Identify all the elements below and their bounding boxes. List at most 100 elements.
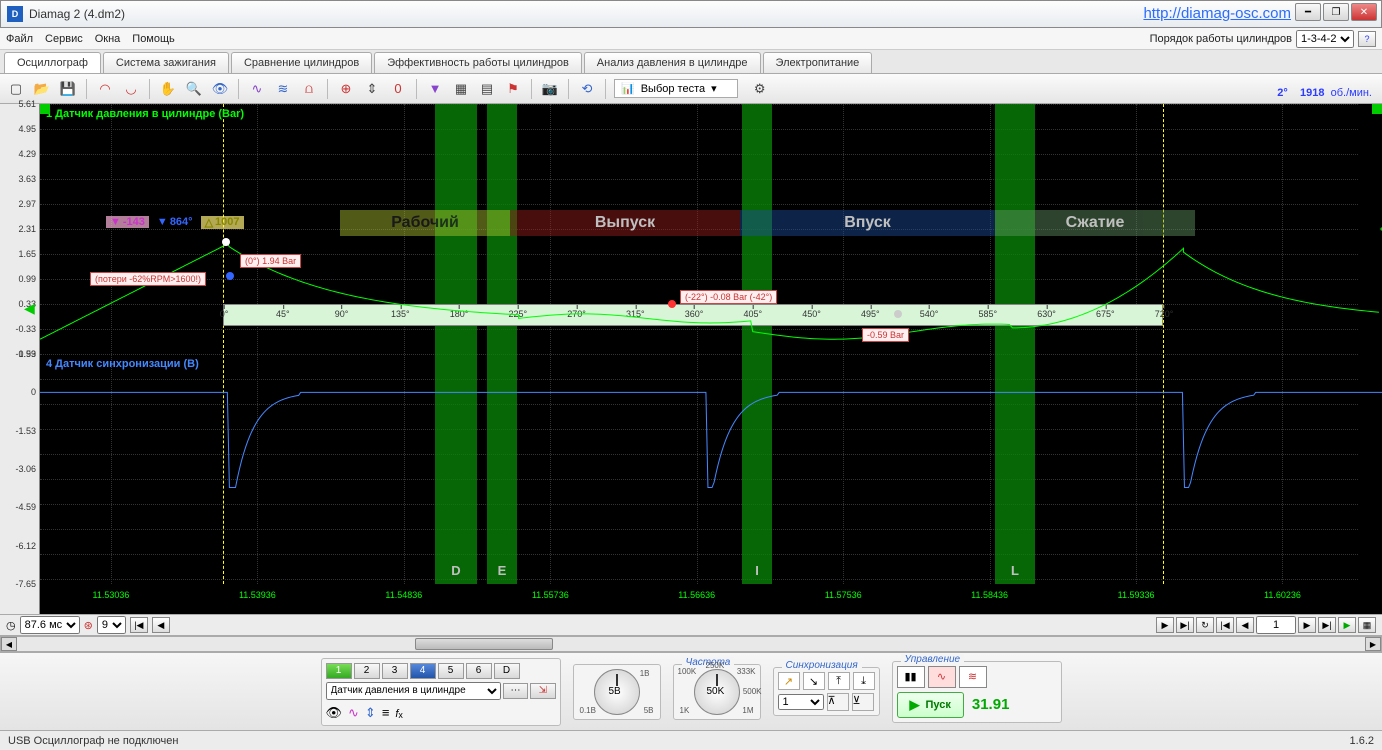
test-select[interactable]: 📊 Выбор теста ▾ (614, 79, 738, 98)
maximize-button[interactable]: ❐ (1323, 3, 1349, 21)
sync-down[interactable]: ⤓ (853, 672, 875, 690)
menubar: Файл Сервис Окна Помощь Порядок работы ц… (0, 28, 1382, 50)
wave2-icon[interactable]: ≋ (273, 79, 293, 99)
grid-icon[interactable]: ▦ (451, 79, 471, 99)
eye-icon[interactable]: 👁 (326, 705, 343, 721)
volt-knob[interactable]: 5B (594, 669, 640, 715)
firing-order-label: Порядок работы цилиндров (1150, 33, 1292, 45)
marker-losses: (потери -62%RPM>1600!) (90, 272, 206, 286)
sync-rise[interactable]: ↗ (778, 672, 800, 690)
ch-btn-6[interactable]: 6 (466, 663, 492, 679)
fx-icon[interactable]: fₓ (395, 705, 402, 721)
cursor-left-handle[interactable]: ◀ (24, 300, 35, 317)
flag-icon[interactable]: ⚑ (503, 79, 523, 99)
plot-canvas[interactable]: DEIL РабочийВыпускВпускСжатие 0°45°90°13… (40, 104, 1382, 614)
scope-icon[interactable]: 👁 (210, 79, 230, 99)
cursor-pink: ▼-143 (106, 216, 149, 228)
sync-up[interactable]: ⤒ (828, 672, 850, 690)
menu-file[interactable]: Файл (6, 33, 33, 45)
gear-icon[interactable]: ⚙ (750, 79, 770, 99)
updown-icon[interactable]: ⇕ (365, 705, 376, 721)
ch-btn-3[interactable]: 3 (382, 663, 408, 679)
marker-b-icon[interactable]: ◡ (121, 79, 141, 99)
save-icon[interactable]: 💾 (58, 79, 78, 99)
marker-mid: (-22°) -0.08 Bar (-42°) (680, 290, 777, 304)
wave3-icon[interactable]: ⩍ (299, 79, 319, 99)
tab-pressure[interactable]: Анализ давления в цилиндре (584, 52, 761, 73)
frame-last[interactable]: ▶| (1318, 617, 1336, 633)
sync-fall[interactable]: ↘ (803, 672, 825, 690)
sync-mode-a[interactable]: ⊼ (827, 693, 849, 711)
settings-button[interactable]: ▦ (1358, 617, 1376, 633)
nav-prev-left[interactable]: ◀ (152, 617, 170, 633)
firing-order-select[interactable]: 1-3-4-2 (1296, 30, 1354, 48)
auto-icon[interactable]: ⟲ (577, 79, 597, 99)
cursor-top-right[interactable] (1372, 104, 1382, 114)
new-icon[interactable]: ▢ (6, 79, 26, 99)
notes-icon[interactable]: ▤ (477, 79, 497, 99)
play-button[interactable]: ▶ (1338, 617, 1356, 633)
hand-icon[interactable]: ✋ (158, 79, 178, 99)
channel-more[interactable]: ⋯ (503, 683, 528, 699)
ch-btn-1[interactable]: 1 (326, 663, 352, 679)
nav-loop[interactable]: ↻ (1196, 617, 1214, 633)
zero-icon[interactable]: 0 (388, 79, 408, 99)
ruler-icon[interactable]: ⇕ (362, 79, 382, 99)
nav-first-left[interactable]: |◀ (130, 617, 148, 633)
snapshot-icon[interactable]: 📷 (540, 79, 560, 99)
single-button[interactable]: ∿ (928, 666, 956, 688)
scroll-right[interactable]: ▶ (1365, 637, 1381, 651)
horizontal-scrollbar[interactable]: ◀ ▶ (0, 636, 1382, 652)
nav-next-right[interactable]: ▶ (1156, 617, 1174, 633)
menu-service[interactable]: Сервис (45, 33, 83, 45)
freq-knob[interactable]: 50K (694, 669, 740, 715)
close-button[interactable]: ✕ (1351, 3, 1377, 21)
frame-first[interactable]: |◀ (1216, 617, 1234, 633)
filter-icon[interactable]: ▼ (425, 79, 445, 99)
firing-order-help[interactable]: ? (1358, 31, 1376, 47)
multi-button[interactable]: ≋ (959, 666, 987, 688)
channel-link[interactable]: ⇲ (530, 683, 555, 699)
x-axis: 11.5303611.5393611.5483611.5573611.56636… (40, 584, 1382, 612)
menu-windows[interactable]: Окна (95, 33, 121, 45)
sync-level[interactable]: 1 (778, 694, 824, 710)
list-icon[interactable]: ≡ (382, 705, 390, 721)
pause-button[interactable]: ▮▮ (897, 666, 925, 688)
tab-compare[interactable]: Сравнение цилиндров (231, 52, 372, 73)
nav-last-right[interactable]: ▶| (1176, 617, 1194, 633)
freq-panel: Частота 100K 250K 333K 50K 500K 1K 1M (673, 664, 761, 720)
minimize-button[interactable]: ━ (1295, 3, 1321, 21)
time-bar: ◷ 87.6 мс ⊛ 9 |◀ ◀ ▶ ▶| ↻ |◀ ◀ ▶ ▶| ▶ ▦ (0, 614, 1382, 636)
buffer-select[interactable]: 9 (97, 616, 126, 634)
target-icon[interactable]: ⊕ (336, 79, 356, 99)
channel-name-select[interactable]: Датчик давления в цилиндре (326, 682, 501, 700)
volt-panel: 1B 5B 0.1B 5B (573, 664, 661, 720)
tab-ignition[interactable]: Система зажигания (103, 52, 229, 73)
wave-icon[interactable]: ∿ (348, 705, 359, 721)
ch-btn-5[interactable]: 5 (438, 663, 464, 679)
frame-input[interactable] (1256, 616, 1296, 634)
timebase-select[interactable]: 87.6 мс (20, 616, 80, 634)
scroll-left[interactable]: ◀ (1, 637, 17, 651)
open-icon[interactable]: 📂 (32, 79, 52, 99)
tab-oscilloscope[interactable]: Осциллограф (4, 52, 101, 73)
frame-next[interactable]: ▶ (1298, 617, 1316, 633)
menu-help[interactable]: Помощь (132, 33, 175, 45)
tab-efficiency[interactable]: Эффективность работы цилиндров (374, 52, 582, 73)
cursor-top-left[interactable] (40, 104, 50, 114)
tab-power[interactable]: Электропитание (763, 52, 873, 73)
chart-icon: 📊 (621, 82, 635, 95)
channel-panel: 1 2 3 4 5 6 D Датчик давления в цилиндре… (321, 658, 561, 726)
zoom-icon[interactable]: 🔍 (184, 79, 204, 99)
cursor-readout: ▼-143 ▼864° △ 1007 (106, 208, 244, 236)
wave1-icon[interactable]: ∿ (247, 79, 267, 99)
ch-btn-d[interactable]: D (494, 663, 520, 679)
sync-mode-b[interactable]: ⊻ (852, 693, 874, 711)
ch-btn-4[interactable]: 4 (410, 663, 436, 679)
frame-prev[interactable]: ◀ (1236, 617, 1254, 633)
run-button[interactable]: ▶ Пуск (897, 692, 964, 718)
scroll-thumb[interactable] (415, 638, 553, 650)
y-axis: -0.99-0.330.330.991.652.312.973.634.294.… (0, 104, 40, 614)
marker-a-icon[interactable]: ◠ (95, 79, 115, 99)
ch-btn-2[interactable]: 2 (354, 663, 380, 679)
